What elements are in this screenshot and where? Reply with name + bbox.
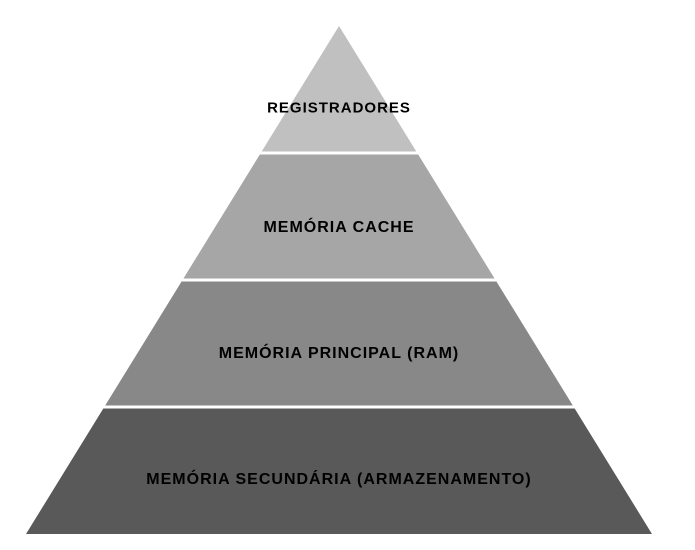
pyramid-level-ram: [105, 282, 573, 406]
level-label-secundaria: MEMÓRIA SECUNDÁRIA (ARMAZENAMENTO): [146, 471, 531, 489]
level-label-cache: MEMÓRIA CACHE: [263, 219, 414, 237]
pyramid-level-cache: [183, 155, 494, 279]
level-label-registradores: REGISTRADORES: [267, 100, 411, 117]
pyramid-level-registradores: [262, 26, 417, 152]
pyramid-svg: [0, 0, 695, 550]
memory-hierarchy-pyramid: REGISTRADORES MEMÓRIA CACHE MEMÓRIA PRIN…: [0, 0, 695, 550]
level-label-ram: MEMÓRIA PRINCIPAL (RAM): [219, 345, 459, 363]
